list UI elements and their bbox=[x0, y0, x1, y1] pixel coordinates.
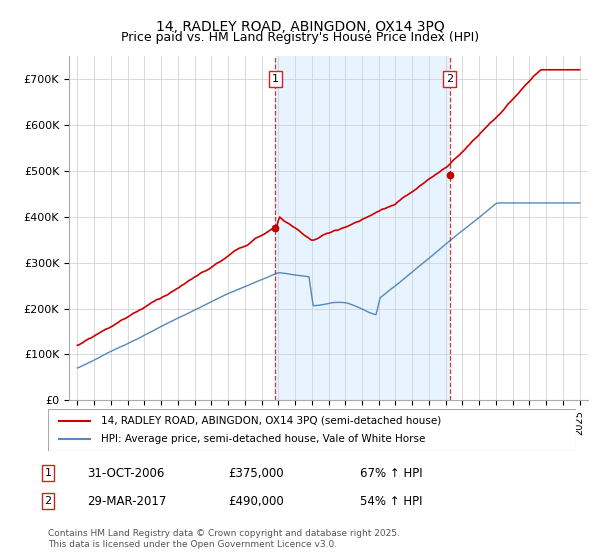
Text: 67% ↑ HPI: 67% ↑ HPI bbox=[360, 466, 422, 480]
Text: 14, RADLEY ROAD, ABINGDON, OX14 3PQ: 14, RADLEY ROAD, ABINGDON, OX14 3PQ bbox=[155, 20, 445, 34]
Text: 14, RADLEY ROAD, ABINGDON, OX14 3PQ (semi-detached house): 14, RADLEY ROAD, ABINGDON, OX14 3PQ (sem… bbox=[101, 416, 441, 426]
FancyBboxPatch shape bbox=[48, 409, 576, 451]
Text: Contains HM Land Registry data © Crown copyright and database right 2025.: Contains HM Land Registry data © Crown c… bbox=[48, 529, 400, 538]
Bar bbox=[275, 56, 450, 400]
Text: £490,000: £490,000 bbox=[228, 494, 284, 508]
Text: 29-MAR-2017: 29-MAR-2017 bbox=[87, 494, 166, 508]
Text: HPI: Average price, semi-detached house, Vale of White Horse: HPI: Average price, semi-detached house,… bbox=[101, 434, 425, 444]
Text: 31-OCT-2006: 31-OCT-2006 bbox=[87, 466, 164, 480]
Text: 2: 2 bbox=[44, 496, 52, 506]
Text: £375,000: £375,000 bbox=[228, 466, 284, 480]
Text: Price paid vs. HM Land Registry's House Price Index (HPI): Price paid vs. HM Land Registry's House … bbox=[121, 31, 479, 44]
Text: This data is licensed under the Open Government Licence v3.0.: This data is licensed under the Open Gov… bbox=[48, 540, 337, 549]
Text: 1: 1 bbox=[272, 74, 279, 84]
Text: 2: 2 bbox=[446, 74, 453, 84]
Text: 1: 1 bbox=[44, 468, 52, 478]
Text: 54% ↑ HPI: 54% ↑ HPI bbox=[360, 494, 422, 508]
